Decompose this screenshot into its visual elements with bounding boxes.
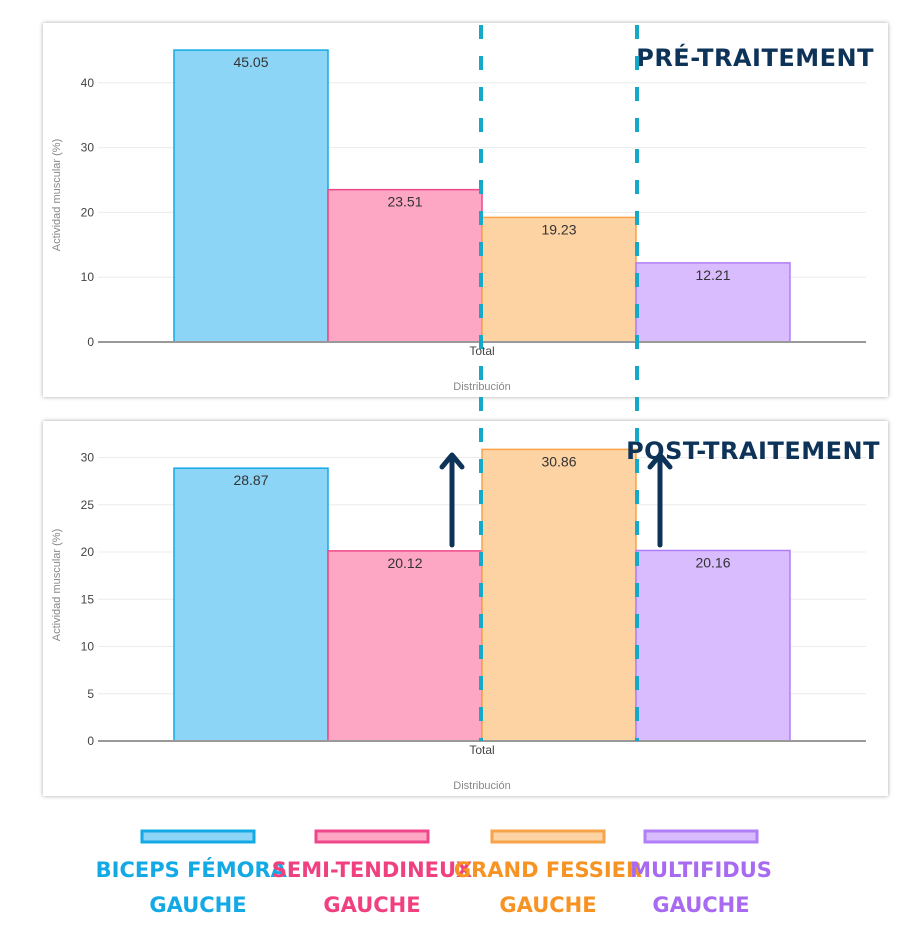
y-tick-label-pre: 40 [81, 76, 95, 90]
y-axis-title-pre: Actividad muscular (%) [51, 139, 63, 251]
x-axis-title-pre: Distribución [453, 381, 510, 393]
legend-label-multifidus-line2: GAUCHE [652, 893, 749, 917]
up-arrow-icon-head [439, 452, 465, 470]
legend-label-multifidus: MULTIFIDUS [630, 858, 772, 882]
bar-value-label-semi-pre: 23.51 [387, 194, 422, 210]
legend-swatch-multifidus [643, 829, 759, 844]
bar-multifidus-pre [635, 262, 791, 343]
x-category-label-pre: Total [469, 344, 494, 358]
up-arrow-icon-head [647, 452, 673, 470]
bar-value-label-biceps-pre: 45.05 [233, 54, 268, 70]
chart-heading-pre: PRÉ-TRAITEMENT [636, 43, 874, 72]
bar-value-label-biceps-post: 28.87 [233, 472, 268, 488]
bar-value-label-fessier-post: 30.86 [541, 453, 576, 469]
legend-label-fessier: GRAND FESSIER [454, 858, 642, 882]
legend-label-semi-line2: GAUCHE [323, 893, 420, 917]
bar-biceps-pre [173, 49, 329, 343]
y-tick-label-post: 30 [81, 451, 95, 465]
bar-semi-post [327, 550, 483, 742]
y-tick-label-post: 10 [81, 640, 95, 654]
y-tick-label-post: 25 [81, 498, 95, 512]
bar-multifidus-post [635, 549, 791, 742]
bar-biceps-post [173, 467, 329, 742]
bar-value-label-fessier-pre: 19.23 [541, 221, 576, 237]
chart-heading-post: POST-TRAITEMENT [626, 437, 880, 465]
bar-semi-pre [327, 188, 483, 343]
legend-label-biceps: BICEPS FÉMORAL [96, 857, 301, 882]
y-tick-label-post: 0 [87, 734, 94, 748]
legend-swatch-biceps [140, 829, 256, 844]
x-category-label-post: Total [469, 743, 494, 757]
y-axis-title-post: Actividad muscular (%) [51, 529, 63, 641]
bar-value-label-multifidus-pre: 12.21 [695, 267, 730, 283]
bar-fessier-post [481, 448, 637, 742]
legend-label-fessier-line2: GAUCHE [499, 893, 596, 917]
legend-label-semi: SEMI-TENDINEUX [272, 858, 472, 882]
legend-swatch-fessier [490, 829, 606, 844]
bar-value-label-multifidus-post: 20.16 [695, 554, 730, 570]
x-axis-title-post: Distribución [453, 780, 510, 792]
y-tick-label-pre: 10 [81, 270, 95, 284]
y-tick-label-post: 20 [81, 545, 95, 559]
y-tick-label-post: 5 [87, 687, 94, 701]
bar-value-label-semi-post: 20.12 [387, 555, 422, 571]
legend-label-biceps-line2: GAUCHE [149, 893, 246, 917]
y-tick-label-pre: 0 [87, 335, 94, 349]
legend-swatch-semi [314, 829, 430, 844]
y-tick-label-post: 15 [81, 592, 95, 606]
y-tick-label-pre: 20 [81, 205, 95, 219]
y-tick-label-pre: 30 [81, 141, 95, 155]
